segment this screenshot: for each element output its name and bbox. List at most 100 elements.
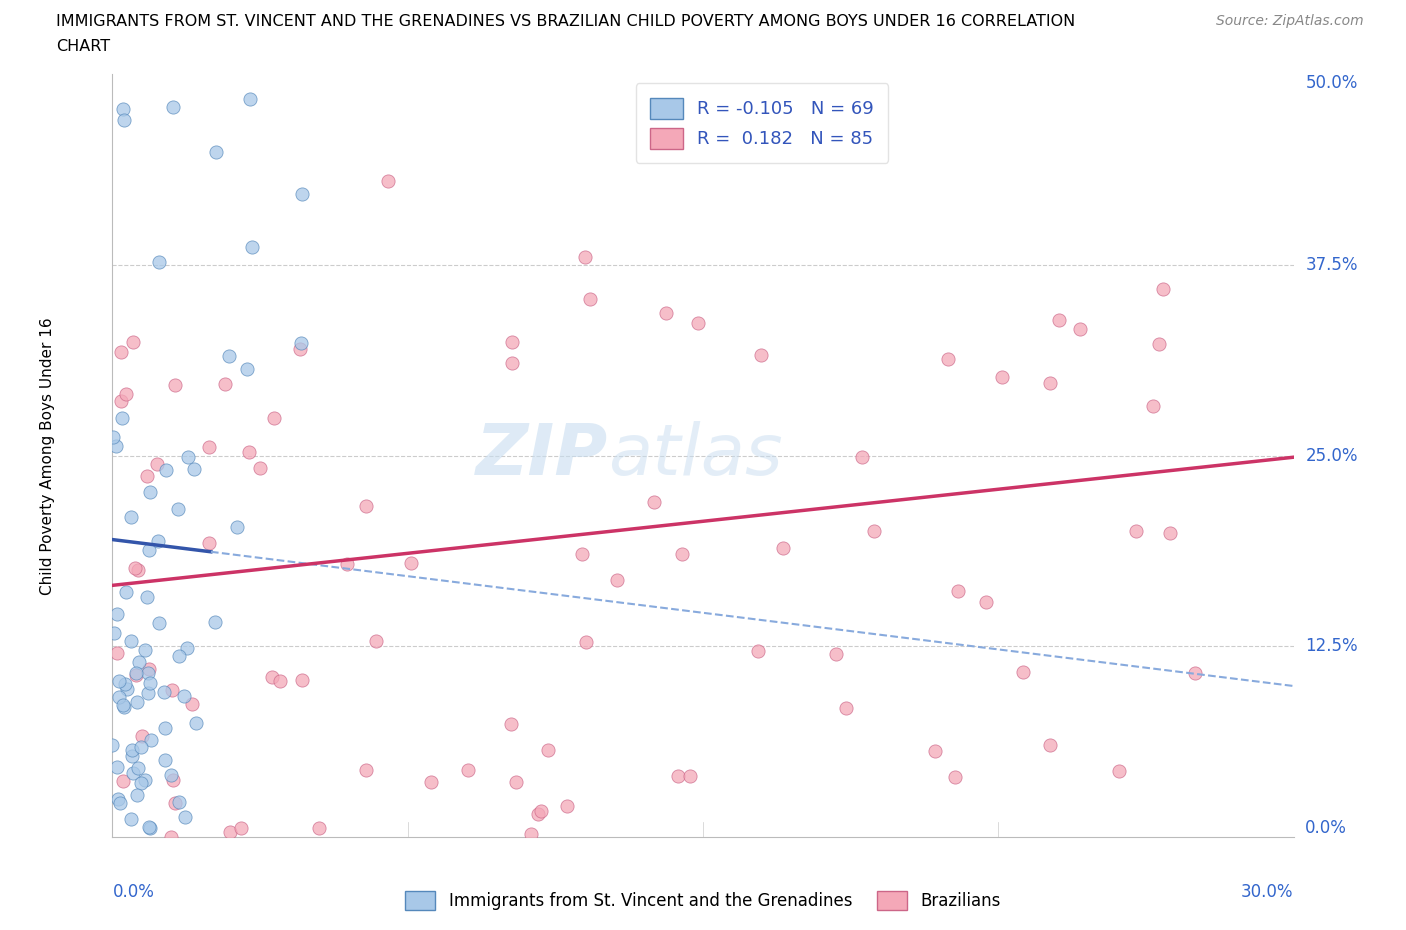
Point [679,769,702,784]
Point [356,763,378,777]
Point [115,585,138,600]
Point [336,556,359,571]
Point [107,792,129,807]
Point [501,334,523,349]
Point [103,625,125,640]
Text: ZIP: ZIP [477,421,609,490]
Text: 25.0%: 25.0% [1305,446,1358,465]
Point [420,774,443,789]
Point [111,774,134,789]
Point [204,615,226,630]
Point [153,684,176,699]
Point [520,827,543,842]
Point [501,355,523,370]
Point [146,457,169,472]
Point [571,546,593,561]
Point [943,769,966,784]
Point [364,634,387,649]
Point [138,542,160,557]
Point [162,772,184,787]
Point [1039,376,1062,391]
Point [108,689,131,704]
Point [974,595,997,610]
Text: 50.0%: 50.0% [1305,74,1358,92]
Point [127,761,149,776]
Point [1125,524,1147,538]
Text: 12.5%: 12.5% [1305,637,1358,656]
Point [125,668,148,683]
Point [105,439,128,454]
Point [120,633,142,648]
Point [139,485,162,499]
Point [226,520,249,535]
Point [165,795,187,810]
Point [671,547,693,562]
Point [121,743,143,758]
Point [127,563,149,578]
Point [291,186,314,201]
Text: atlas: atlas [609,421,783,490]
Point [146,533,169,548]
Point [505,775,527,790]
Point [198,536,221,551]
Point [167,648,190,663]
Point [115,387,138,402]
Point [138,676,160,691]
Point [1142,398,1164,413]
Point [112,113,135,127]
Point [575,634,598,649]
Text: IMMIGRANTS FROM ST. VINCENT AND THE GRENADINES VS BRAZILIAN CHILD POVERTY AMONG : IMMIGRANTS FROM ST. VINCENT AND THE GREN… [56,14,1076,29]
Point [1039,737,1062,752]
Point [181,697,204,711]
Point [606,572,628,587]
Point [288,341,311,356]
Point [240,240,263,255]
Point [555,799,578,814]
Point [238,445,260,459]
Point [354,498,377,513]
Point [124,561,146,576]
Point [1184,665,1206,680]
Point [1159,525,1181,540]
Point [115,682,138,697]
Point [121,749,143,764]
Point [308,820,330,835]
Point [148,615,170,630]
Point [991,370,1014,385]
Point [218,349,240,364]
Point [229,820,252,835]
Point [219,825,242,840]
Point [148,254,170,269]
Point [1108,764,1130,778]
Point [111,698,134,712]
Point [129,776,152,790]
Point [125,788,148,803]
Point [204,145,226,160]
Point [105,606,128,621]
Point [111,410,134,425]
Point [290,335,312,350]
Point [155,462,177,477]
Point [825,646,848,661]
Text: 0.0%: 0.0% [1305,819,1347,837]
Point [263,410,285,425]
Text: 30.0%: 30.0% [1241,883,1294,901]
Point [167,501,190,516]
Point [136,665,159,680]
Point [111,102,134,117]
Point [666,769,689,784]
Point [105,645,128,660]
Point [936,352,959,366]
Point [946,584,969,599]
Legend: Immigrants from St. Vincent and the Grenadines, Brazilians: Immigrants from St. Vincent and the Gren… [398,884,1008,917]
Point [499,717,522,732]
Point [153,752,176,767]
Point [537,742,560,757]
Point [177,449,200,464]
Point [173,688,195,703]
Point [107,760,129,775]
Point [134,772,156,787]
Point [262,670,284,684]
Point [176,641,198,656]
Point [834,701,856,716]
